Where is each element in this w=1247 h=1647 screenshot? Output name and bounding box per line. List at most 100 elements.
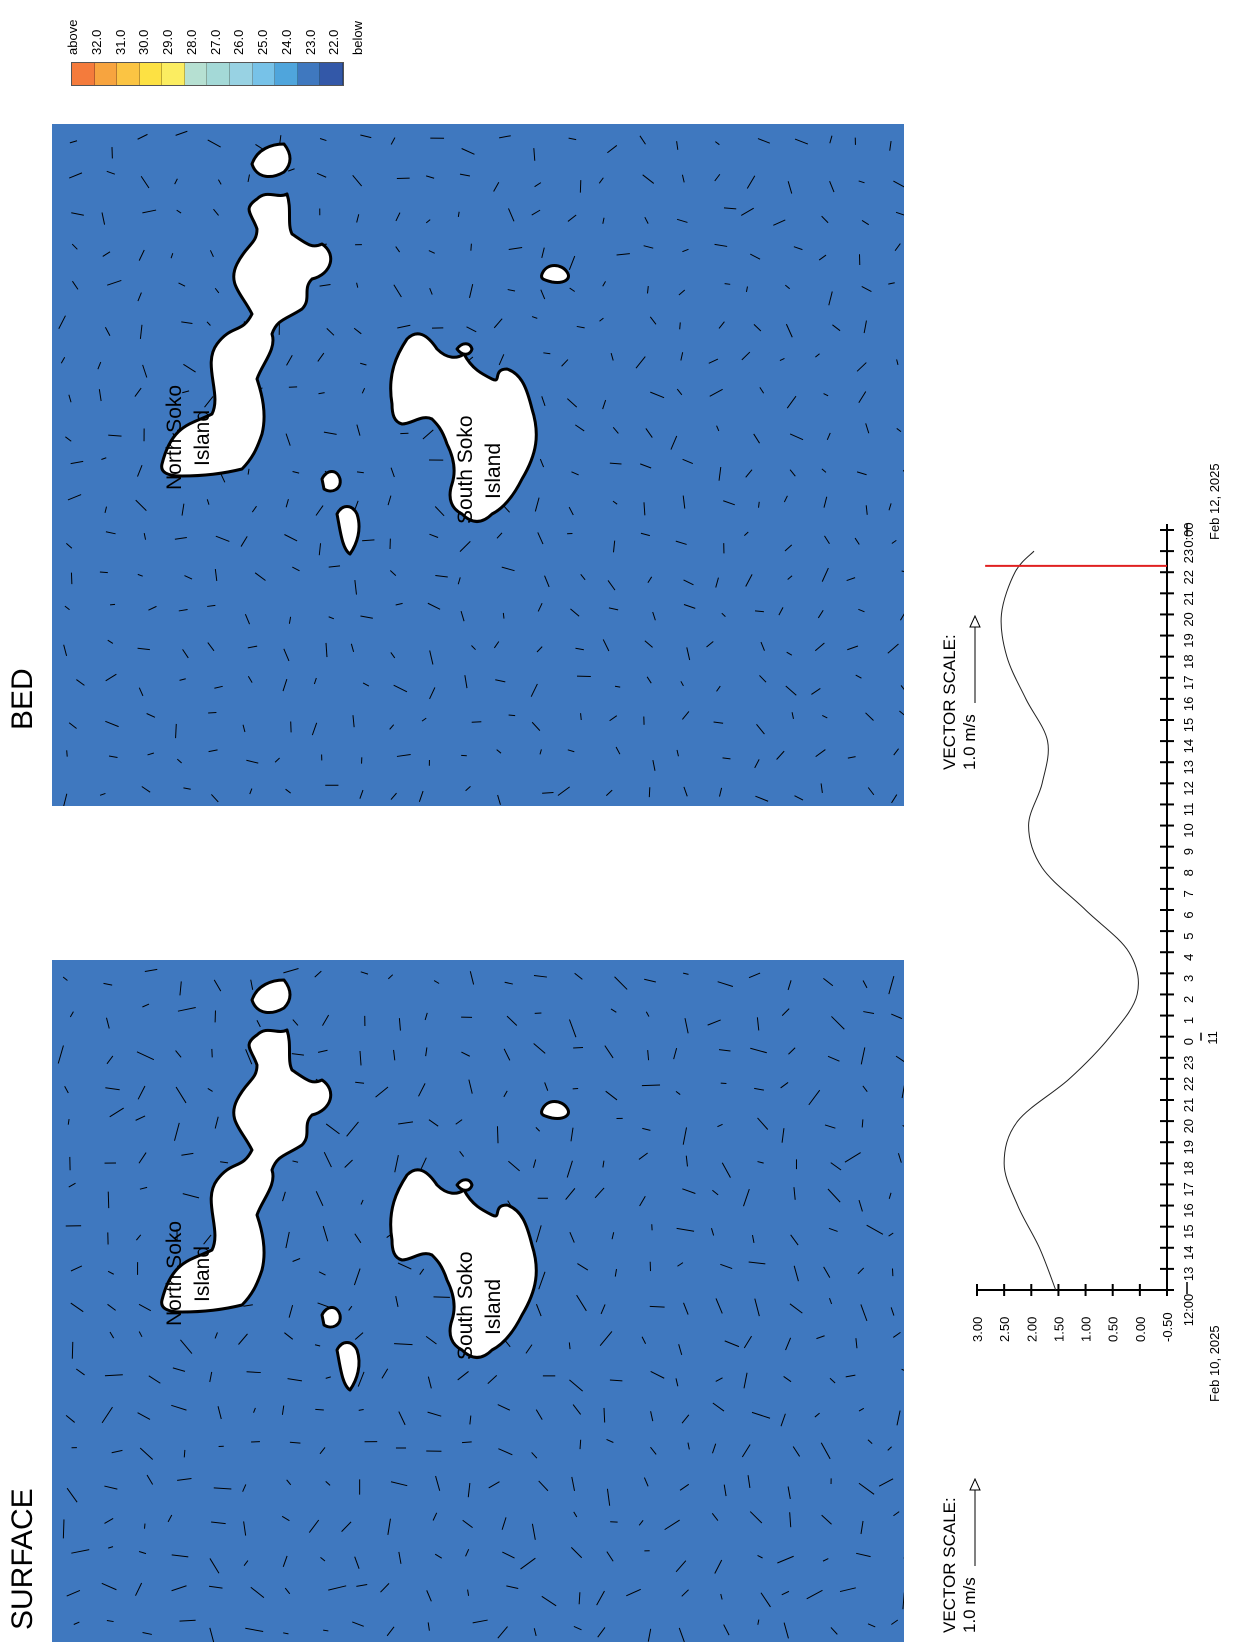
current-vector xyxy=(773,219,786,226)
current-vector xyxy=(814,642,825,652)
current-vector xyxy=(712,1443,717,1454)
current-vector xyxy=(425,1335,437,1345)
current-vector xyxy=(136,1051,155,1061)
current-vector xyxy=(878,1478,894,1487)
current-vector xyxy=(778,607,784,616)
current-vector xyxy=(250,1586,265,1598)
current-vector xyxy=(99,792,106,796)
legend-swatch xyxy=(139,63,163,85)
current-vector xyxy=(572,1404,582,1415)
current-vector xyxy=(684,1018,689,1034)
current-vector xyxy=(789,1512,792,1528)
bed-vector-scale-title: VECTOR SCALE: xyxy=(940,634,959,770)
current-vector xyxy=(715,141,720,146)
time-tick-label: 21 xyxy=(1181,591,1196,605)
current-vector xyxy=(174,1122,180,1141)
current-vector xyxy=(292,1160,299,1163)
current-vector xyxy=(387,1518,391,1535)
current-vector xyxy=(209,1371,213,1383)
current-vector xyxy=(71,212,84,216)
current-vector xyxy=(645,1011,650,1017)
current-vector xyxy=(493,318,503,329)
current-vector xyxy=(794,795,804,801)
current-vector xyxy=(891,794,898,804)
current-vector xyxy=(395,212,401,222)
current-vector xyxy=(144,968,158,972)
color-legend xyxy=(71,62,344,86)
current-vector xyxy=(488,1481,500,1489)
current-vector xyxy=(652,611,656,621)
current-vector xyxy=(362,539,375,542)
current-vector xyxy=(66,1589,81,1597)
current-vector xyxy=(466,326,477,333)
current-vector xyxy=(686,647,691,661)
current-vector xyxy=(794,138,809,145)
current-vector xyxy=(753,324,762,332)
current-vector xyxy=(380,1583,390,1593)
current-vector xyxy=(614,685,621,688)
current-vector xyxy=(858,391,867,404)
current-vector xyxy=(789,433,804,441)
current-vector xyxy=(533,1628,537,1636)
current-vector xyxy=(638,1519,644,1526)
current-vector xyxy=(209,1627,215,1642)
current-vector xyxy=(641,1336,647,1345)
current-vector xyxy=(328,616,335,620)
value-tick-label: 1.00 xyxy=(1079,1317,1094,1342)
current-vector xyxy=(718,466,722,481)
legend-label: 28.0 xyxy=(183,29,199,55)
current-vector xyxy=(434,506,445,517)
south-soko-island-shape xyxy=(389,1168,538,1359)
current-vector xyxy=(181,503,185,516)
current-vector xyxy=(899,710,904,716)
current-vector xyxy=(394,1343,413,1346)
current-vector xyxy=(207,604,216,607)
current-vector xyxy=(97,361,102,370)
current-vector xyxy=(891,1619,899,1625)
current-vector xyxy=(175,130,188,136)
bed-vector-scale-arrow xyxy=(969,615,981,703)
current-vector xyxy=(292,1258,301,1262)
current-vector xyxy=(792,1446,801,1457)
current-vector xyxy=(64,605,70,611)
current-vector xyxy=(182,1193,200,1199)
current-vector xyxy=(817,609,824,619)
current-vector xyxy=(70,1302,84,1313)
current-vector xyxy=(537,603,543,612)
current-vector xyxy=(362,682,370,687)
legend-swatch xyxy=(230,63,253,85)
current-vector xyxy=(741,351,751,361)
current-vector xyxy=(614,1268,617,1277)
current-vector xyxy=(183,1449,186,1458)
current-vector xyxy=(286,355,293,366)
current-vector xyxy=(282,1191,286,1202)
current-vector xyxy=(282,1555,288,1568)
current-vector xyxy=(895,1055,904,1063)
legend-label: 24.0 xyxy=(278,29,294,55)
current-vector xyxy=(249,788,253,795)
current-vector xyxy=(108,434,122,437)
current-vector xyxy=(754,759,760,769)
current-vector xyxy=(714,1559,723,1574)
current-vector xyxy=(247,645,258,649)
current-vector xyxy=(394,1155,399,1173)
current-vector xyxy=(214,685,223,689)
current-vector xyxy=(887,1446,892,1451)
value-tick-label: 1.50 xyxy=(1051,1317,1066,1342)
current-vector xyxy=(900,685,904,691)
current-vector xyxy=(682,458,694,465)
current-vector xyxy=(609,715,618,722)
current-vector xyxy=(493,182,500,192)
current-vector xyxy=(721,612,726,618)
current-vector xyxy=(243,1560,249,1566)
current-vector xyxy=(744,531,749,536)
current-vector xyxy=(676,141,679,150)
current-vector xyxy=(745,574,753,587)
current-vector xyxy=(360,134,372,139)
current-vector xyxy=(747,1475,751,1488)
current-vector xyxy=(461,148,475,155)
current-vector xyxy=(71,243,78,250)
current-vector xyxy=(758,501,760,508)
tide-curve xyxy=(1000,550,1139,1291)
legend-label: 25.0 xyxy=(255,29,270,55)
